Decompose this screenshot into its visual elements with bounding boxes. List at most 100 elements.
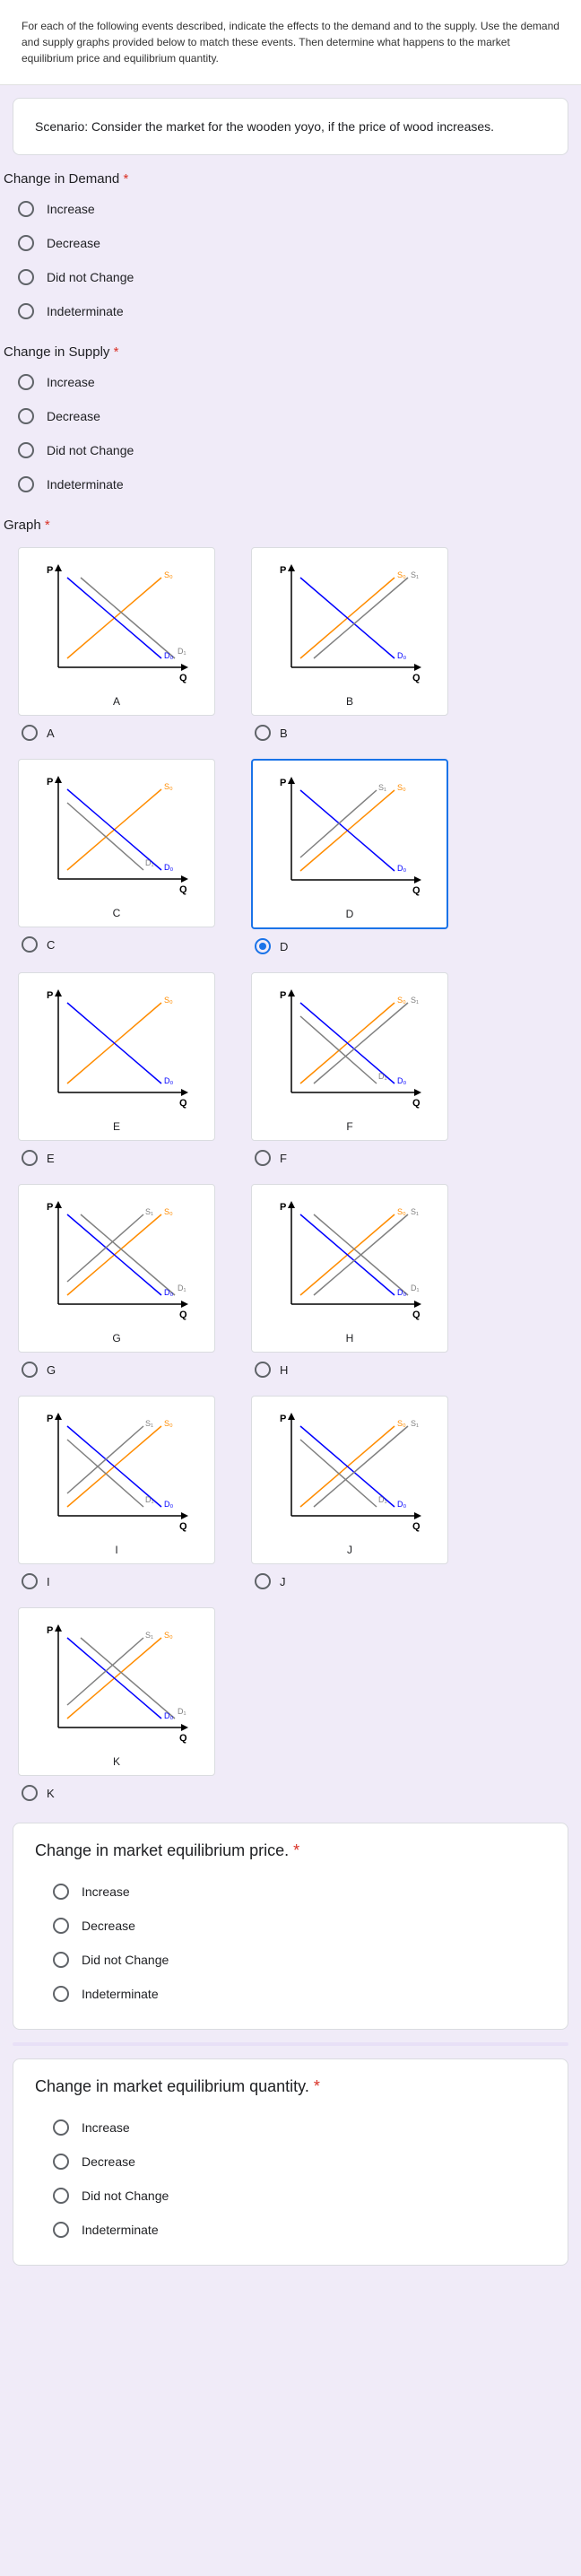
quantity-card: Change in market equilibrium quantity. *… [13, 2058, 568, 2266]
graph-box: PQS₀S₁D₀D₁ F [251, 972, 448, 1141]
svg-text:S₀: S₀ [164, 1631, 173, 1640]
radio-icon [255, 1150, 271, 1166]
radio-icon [255, 725, 271, 741]
svg-text:P: P [47, 777, 53, 788]
quantity-decrease[interactable]: Decrease [35, 2145, 546, 2179]
svg-text:D₀: D₀ [397, 1500, 406, 1509]
graph-caption: C [26, 907, 207, 919]
graph-radio-row[interactable]: K [18, 1785, 55, 1801]
svg-text:D₁: D₁ [145, 858, 154, 867]
graph-radio-row[interactable]: J [251, 1573, 286, 1589]
svg-text:S₀: S₀ [397, 570, 406, 579]
svg-text:Q: Q [412, 1521, 421, 1532]
svg-text:S₀: S₀ [397, 783, 406, 792]
svg-text:D₀: D₀ [397, 864, 406, 873]
demand-didnot[interactable]: Did not Change [0, 260, 581, 294]
graph-box: PQS₀S₁D₀D₁ K [18, 1607, 215, 1776]
price-didnot[interactable]: Did not Change [35, 1943, 546, 1977]
svg-text:S₀: S₀ [397, 1207, 406, 1216]
graph-radio-row[interactable]: D [251, 938, 288, 954]
price-card: Change in market equilibrium price. * In… [13, 1823, 568, 2030]
graph-box: PQS₀S₁D₀D₁ H [251, 1184, 448, 1353]
svg-text:S₁: S₁ [378, 783, 386, 792]
svg-text:P: P [280, 565, 286, 576]
price-decrease[interactable]: Decrease [35, 1909, 546, 1943]
graph-option-i[interactable]: PQS₀S₁D₀D₁ I I [18, 1396, 224, 1589]
graph-radio-row[interactable]: F [251, 1150, 287, 1166]
graph-option-e[interactable]: PQS₀D₀ E E [18, 972, 224, 1166]
svg-text:P: P [47, 1414, 53, 1424]
svg-text:S₀: S₀ [164, 782, 173, 791]
svg-text:D₀: D₀ [164, 1711, 173, 1720]
price-indet[interactable]: Indeterminate [35, 1977, 546, 2011]
quantity-increase[interactable]: Increase [35, 2110, 546, 2145]
graph-radio-row[interactable]: H [251, 1362, 288, 1378]
svg-text:D₁: D₁ [178, 647, 186, 656]
svg-text:Q: Q [179, 1310, 187, 1320]
graph-radio-row[interactable]: C [18, 936, 55, 953]
svg-text:S₁: S₁ [145, 1631, 153, 1640]
svg-text:Q: Q [412, 885, 421, 896]
svg-text:Q: Q [412, 1310, 421, 1320]
graph-box: PQS₀S₁D₀D₁ I [18, 1396, 215, 1564]
graph-radio-label: J [280, 1575, 286, 1588]
graph-box: P Q S₀ D₀ D₁ C [18, 759, 215, 927]
svg-text:Q: Q [179, 884, 187, 895]
graph-radio-row[interactable]: G [18, 1362, 56, 1378]
graph-caption: G [26, 1332, 207, 1345]
svg-text:P: P [47, 990, 53, 1001]
demand-indet[interactable]: Indeterminate [0, 294, 581, 328]
svg-text:D₁: D₁ [178, 1707, 186, 1716]
graph-box: PQS₀S₁D₀D₁ J [251, 1396, 448, 1564]
graph-radio-row[interactable]: A [18, 725, 55, 741]
supply-header: Change in Supply * [4, 344, 581, 360]
supply-increase[interactable]: Increase [0, 365, 581, 399]
radio-icon [255, 938, 271, 954]
demand-decrease[interactable]: Decrease [0, 226, 581, 260]
svg-text:S₀: S₀ [397, 996, 406, 1005]
graph-option-g[interactable]: PQS₀S₁D₀D₁ G G [18, 1184, 224, 1378]
graph-radio-label: F [280, 1152, 287, 1165]
graph-caption: F [259, 1120, 440, 1133]
graph-radio-row[interactable]: E [18, 1150, 55, 1166]
svg-text:P: P [280, 1202, 286, 1213]
svg-text:D₀: D₀ [164, 863, 173, 872]
graph-option-h[interactable]: PQS₀S₁D₀D₁ H H [251, 1184, 457, 1378]
svg-text:S₁: S₁ [411, 1207, 419, 1216]
graph-radio-row[interactable]: B [251, 725, 288, 741]
quantity-didnot[interactable]: Did not Change [35, 2179, 546, 2213]
supply-didnot[interactable]: Did not Change [0, 433, 581, 467]
supply-indet[interactable]: Indeterminate [0, 467, 581, 501]
svg-text:S₀: S₀ [164, 996, 173, 1005]
graph-option-j[interactable]: PQS₀S₁D₀D₁ J J [251, 1396, 457, 1589]
demand-supply-graph-block: Change in Demand * Increase Decrease Did… [0, 171, 581, 1810]
graph-radio-row[interactable]: I [18, 1573, 50, 1589]
svg-text:D₀: D₀ [397, 651, 406, 660]
price-increase[interactable]: Increase [35, 1875, 546, 1909]
quantity-indet[interactable]: Indeterminate [35, 2213, 546, 2247]
svg-text:Q: Q [179, 1733, 187, 1744]
svg-text:D₀: D₀ [164, 651, 173, 660]
svg-text:S₀: S₀ [164, 1207, 173, 1216]
graph-radio-label: H [280, 1363, 288, 1377]
scenario-card: Scenario: Consider the market for the wo… [13, 98, 568, 155]
svg-text:S₁: S₁ [411, 570, 419, 579]
graph-radio-label: K [47, 1787, 55, 1800]
svg-text:S₀: S₀ [164, 570, 173, 579]
radio-icon [22, 936, 38, 953]
graph-option-b[interactable]: PQS₀S₁D₀ B B [251, 547, 457, 741]
svg-text:D₁: D₁ [178, 1284, 186, 1292]
graph-option-k[interactable]: PQS₀S₁D₀D₁ K K [18, 1607, 224, 1801]
svg-text:P: P [280, 1414, 286, 1424]
graph-radio-label: E [47, 1152, 55, 1165]
graph-radio-label: C [47, 938, 55, 952]
svg-text:S₀: S₀ [397, 1419, 406, 1428]
graph-option-d[interactable]: PQS₀S₁D₀ D D [251, 759, 457, 954]
supply-decrease[interactable]: Decrease [0, 399, 581, 433]
graph-box: PQS₀D₀ E [18, 972, 215, 1141]
graph-option-f[interactable]: PQS₀S₁D₀D₁ F F [251, 972, 457, 1166]
radio-icon [22, 1362, 38, 1378]
demand-increase[interactable]: Increase [0, 192, 581, 226]
graph-option-c[interactable]: P Q S₀ D₀ D₁ C C [18, 759, 224, 954]
graph-option-a[interactable]: PQS₀D₀D₁ A A [18, 547, 224, 741]
